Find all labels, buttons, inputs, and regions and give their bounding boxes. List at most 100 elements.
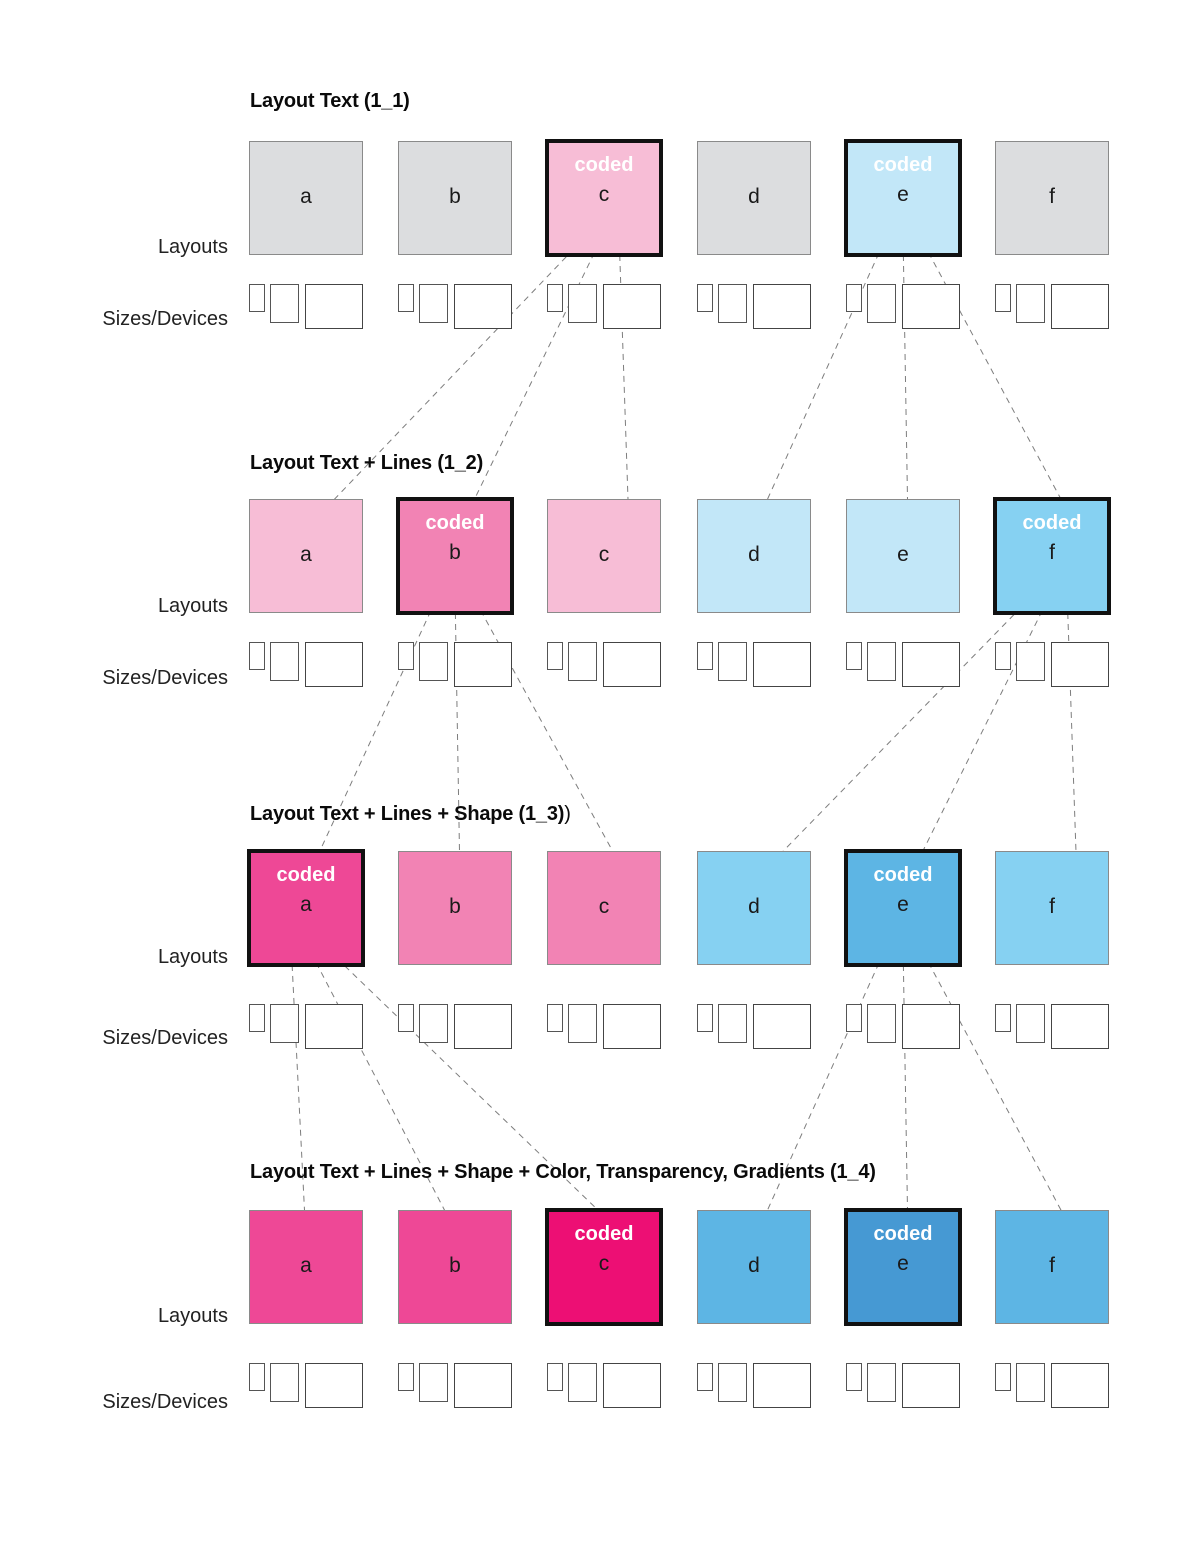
layout-box-f[interactable]: f (995, 1210, 1109, 1324)
layout-box-c[interactable]: coded c (545, 139, 663, 257)
tablet-size-icon[interactable] (568, 642, 597, 681)
tablet-size-icon[interactable] (568, 284, 597, 323)
layout-box-e[interactable]: coded e (844, 849, 962, 967)
layout-box-e[interactable]: e (846, 499, 960, 613)
tablet-size-icon[interactable] (419, 284, 448, 323)
desktop-size-icon[interactable] (753, 1363, 811, 1408)
tablet-size-icon[interactable] (867, 1004, 896, 1043)
tablet-size-icon[interactable] (1016, 1363, 1045, 1402)
desktop-size-icon[interactable] (305, 1363, 363, 1408)
phone-size-icon[interactable] (547, 284, 563, 312)
desktop-size-icon[interactable] (454, 1363, 512, 1408)
phone-size-icon[interactable] (697, 1004, 713, 1032)
tablet-size-icon[interactable] (568, 1004, 597, 1043)
desktop-size-icon[interactable] (603, 642, 661, 687)
layout-box-d[interactable]: d (697, 1210, 811, 1324)
desktop-size-icon[interactable] (753, 284, 811, 329)
phone-size-icon[interactable] (995, 284, 1011, 312)
tablet-size-icon[interactable] (718, 1363, 747, 1402)
layout-box-b[interactable]: b (398, 851, 512, 965)
desktop-size-icon[interactable] (1051, 1363, 1109, 1408)
layout-box-b[interactable]: coded b (396, 497, 514, 615)
desktop-size-icon[interactable] (454, 642, 512, 687)
layout-box-b[interactable]: b (398, 141, 512, 255)
desktop-size-icon[interactable] (603, 1363, 661, 1408)
tablet-size-icon[interactable] (1016, 284, 1045, 323)
phone-size-icon[interactable] (995, 1004, 1011, 1032)
phone-size-icon[interactable] (398, 284, 414, 312)
layout-letter: d (748, 185, 760, 208)
tablet-size-icon[interactable] (419, 1004, 448, 1043)
layout-box-c[interactable]: c (547, 499, 661, 613)
tablet-size-icon[interactable] (419, 1363, 448, 1402)
desktop-size-icon[interactable] (753, 1004, 811, 1049)
tablet-size-icon[interactable] (270, 1363, 299, 1402)
desktop-size-icon[interactable] (305, 1004, 363, 1049)
layout-letter: a (300, 893, 312, 916)
tablet-size-icon[interactable] (1016, 642, 1045, 681)
layout-box-d[interactable]: d (697, 851, 811, 965)
phone-size-icon[interactable] (398, 1363, 414, 1391)
phone-size-icon[interactable] (398, 642, 414, 670)
tablet-size-icon[interactable] (270, 284, 299, 323)
tablet-size-icon[interactable] (718, 642, 747, 681)
layout-box-e[interactable]: coded e (844, 139, 962, 257)
layout-box-f[interactable]: f (995, 141, 1109, 255)
desktop-size-icon[interactable] (902, 284, 960, 329)
phone-size-icon[interactable] (846, 284, 862, 312)
phone-size-icon[interactable] (846, 1004, 862, 1032)
tablet-size-icon[interactable] (867, 642, 896, 681)
layout-box-a[interactable]: a (249, 499, 363, 613)
tablet-size-icon[interactable] (270, 1004, 299, 1043)
phone-size-icon[interactable] (398, 1004, 414, 1032)
desktop-size-icon[interactable] (902, 1004, 960, 1049)
layout-box-d[interactable]: d (697, 499, 811, 613)
tablet-size-icon[interactable] (867, 284, 896, 323)
desktop-size-icon[interactable] (454, 1004, 512, 1049)
phone-size-icon[interactable] (995, 1363, 1011, 1391)
layout-box-c[interactable]: c (547, 851, 661, 965)
layout-box-c[interactable]: coded c (545, 1208, 663, 1326)
layout-box-f[interactable]: f (995, 851, 1109, 965)
desktop-size-icon[interactable] (902, 1363, 960, 1408)
device-sizes-group (249, 1004, 365, 1050)
phone-size-icon[interactable] (249, 1363, 265, 1391)
tablet-size-icon[interactable] (718, 284, 747, 323)
tablet-size-icon[interactable] (1016, 1004, 1045, 1043)
phone-size-icon[interactable] (547, 642, 563, 670)
phone-size-icon[interactable] (697, 642, 713, 670)
layout-box-f[interactable]: coded f (993, 497, 1111, 615)
layout-box-d[interactable]: d (697, 141, 811, 255)
phone-size-icon[interactable] (846, 1363, 862, 1391)
tablet-size-icon[interactable] (270, 642, 299, 681)
layout-box-e[interactable]: coded e (844, 1208, 962, 1326)
phone-size-icon[interactable] (547, 1004, 563, 1032)
tablet-size-icon[interactable] (568, 1363, 597, 1402)
phone-size-icon[interactable] (697, 1363, 713, 1391)
desktop-size-icon[interactable] (1051, 284, 1109, 329)
tablet-size-icon[interactable] (718, 1004, 747, 1043)
layout-box-a[interactable]: coded a (247, 849, 365, 967)
desktop-size-icon[interactable] (1051, 642, 1109, 687)
desktop-size-icon[interactable] (305, 284, 363, 329)
connector-line-1_2-f-to-1_3-d (753, 590, 1038, 882)
phone-size-icon[interactable] (249, 642, 265, 670)
desktop-size-icon[interactable] (305, 642, 363, 687)
phone-size-icon[interactable] (995, 642, 1011, 670)
phone-size-icon[interactable] (547, 1363, 563, 1391)
tablet-size-icon[interactable] (867, 1363, 896, 1402)
layout-box-a[interactable]: a (249, 141, 363, 255)
phone-size-icon[interactable] (249, 284, 265, 312)
desktop-size-icon[interactable] (902, 642, 960, 687)
tablet-size-icon[interactable] (419, 642, 448, 681)
desktop-size-icon[interactable] (753, 642, 811, 687)
phone-size-icon[interactable] (697, 284, 713, 312)
desktop-size-icon[interactable] (603, 1004, 661, 1049)
phone-size-icon[interactable] (846, 642, 862, 670)
layout-box-b[interactable]: b (398, 1210, 512, 1324)
desktop-size-icon[interactable] (603, 284, 661, 329)
layout-box-a[interactable]: a (249, 1210, 363, 1324)
phone-size-icon[interactable] (249, 1004, 265, 1032)
desktop-size-icon[interactable] (1051, 1004, 1109, 1049)
desktop-size-icon[interactable] (454, 284, 512, 329)
